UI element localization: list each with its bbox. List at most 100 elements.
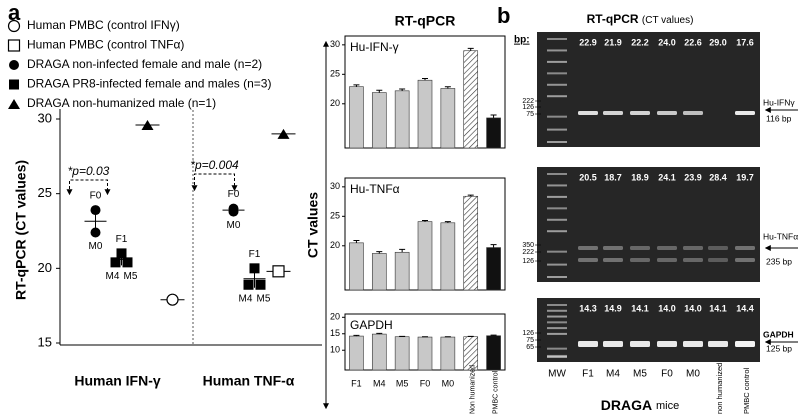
bar: [349, 242, 364, 291]
ladder-band: [547, 128, 567, 131]
error-bar: [376, 89, 383, 93]
bar: [394, 90, 410, 149]
ladder-band: [547, 207, 567, 210]
ladder-band: [547, 173, 567, 175]
ct-value: 22.2: [631, 37, 649, 47]
y-axis-label: RT-qPCR (CT values): [13, 160, 29, 300]
bar: [486, 117, 501, 149]
ladder-label: 75: [526, 337, 534, 344]
ladder-band: [547, 354, 567, 357]
bar: [371, 333, 387, 371]
lane-label: M0: [686, 369, 700, 380]
gel-title: RT-qPCR (CT values): [587, 12, 694, 26]
bar: [486, 247, 501, 291]
point-label: F1: [116, 234, 128, 245]
gel-band: [708, 341, 728, 347]
gel-image: [537, 167, 760, 282]
ladder-band: [547, 195, 567, 198]
gel-xlabel-note: mice: [656, 400, 679, 412]
gel-band: [603, 111, 623, 115]
bar: [417, 79, 433, 149]
error-bar: [376, 332, 383, 335]
bar-ylabel: CT values: [305, 192, 321, 258]
gel-band: [630, 341, 650, 347]
data-point: [255, 279, 266, 290]
y-tick-label: 20: [330, 312, 340, 322]
y-tick-label: 20: [330, 240, 340, 250]
point-label: F1: [249, 249, 261, 260]
lane-label: PMBC control: [742, 367, 751, 414]
y-tick-label: 30: [330, 181, 340, 191]
gel-band: [683, 246, 703, 250]
gel-band: [603, 258, 623, 262]
bracket: [66, 179, 111, 196]
bar: [486, 335, 501, 371]
ct-value: 14.1: [631, 303, 649, 313]
ladder-label: 126: [522, 258, 534, 265]
bar: [371, 92, 387, 149]
data-point: [90, 205, 101, 216]
ladder-band: [547, 230, 567, 233]
gel-xlabel-main: DRAGA: [601, 397, 652, 413]
gel-band: [683, 258, 703, 262]
ladder-label: 126: [522, 104, 534, 111]
gel-band: [630, 111, 650, 115]
gel-band: [735, 341, 755, 347]
gel-band: [657, 111, 677, 115]
legend-marker: [7, 39, 21, 52]
error-bar: [422, 77, 428, 81]
ct-value: 29.0: [709, 37, 727, 47]
bar: [440, 88, 456, 149]
gel-band: [630, 246, 650, 250]
data-point: [90, 227, 101, 238]
gel-band: [708, 258, 728, 262]
bar-chart-title: GAPDH: [350, 318, 393, 332]
y-tick-label: 10: [330, 345, 340, 355]
ladder-label: 350: [522, 242, 534, 249]
ladder-label: 126: [522, 330, 534, 337]
x-tick-label: Human TNF-α: [203, 373, 295, 389]
point-label: F0: [228, 189, 240, 200]
ct-value: 20.5: [579, 172, 597, 182]
gel-band: [630, 258, 650, 262]
bar-panel-title: RT-qPCR: [395, 13, 456, 29]
ladder-band: [547, 276, 567, 278]
bar-chart-title: Hu-IFN-γ: [350, 40, 399, 54]
error-bar: [444, 221, 451, 223]
panel-label: a: [8, 0, 21, 25]
legend-marker: [9, 60, 19, 70]
gel-band: [578, 246, 598, 250]
error-bar: [353, 84, 360, 87]
ct-value: 23.9: [684, 172, 702, 182]
y-tick-label: 15: [38, 334, 52, 349]
point-label: M5: [257, 293, 271, 304]
lane-label: M5: [633, 369, 647, 380]
y-tick-label: 15: [330, 328, 340, 338]
bar: [417, 336, 433, 371]
ladder-band: [547, 263, 567, 266]
bar: [349, 335, 364, 371]
ct-value: 24.0: [658, 37, 676, 47]
y-tick-label: 30: [38, 110, 52, 125]
gel-product: 125 bp: [766, 343, 792, 353]
ladder-band: [547, 72, 567, 75]
point-label: M4: [106, 271, 120, 282]
ct-value: 14.1: [709, 303, 727, 313]
error-bar: [399, 248, 406, 253]
bar: [463, 195, 479, 291]
x-tick-label: M0: [442, 378, 455, 388]
error-bar: [399, 88, 406, 91]
y-tick-label: 20: [38, 260, 52, 275]
ct-value: 22.6: [684, 37, 702, 47]
lane-label: F1: [582, 369, 594, 380]
ladder-label: 75: [526, 111, 534, 118]
ladder-band: [547, 83, 567, 86]
bar: [394, 336, 410, 371]
error-bar: [467, 194, 474, 197]
bp-label: bp:: [514, 35, 530, 46]
ladder-band: [547, 315, 567, 318]
gel-image: [537, 32, 760, 147]
gel-band: [657, 258, 677, 262]
y-tick-label: 25: [330, 211, 340, 221]
